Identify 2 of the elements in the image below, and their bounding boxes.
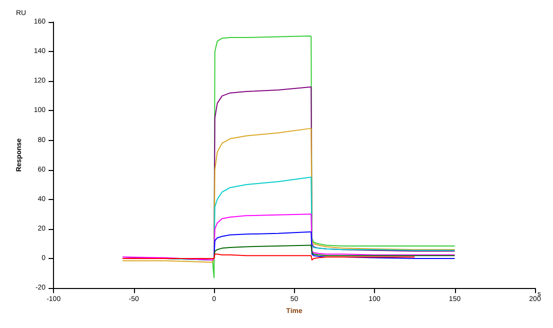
line-series bbox=[212, 244, 456, 260]
line-series bbox=[122, 214, 456, 261]
